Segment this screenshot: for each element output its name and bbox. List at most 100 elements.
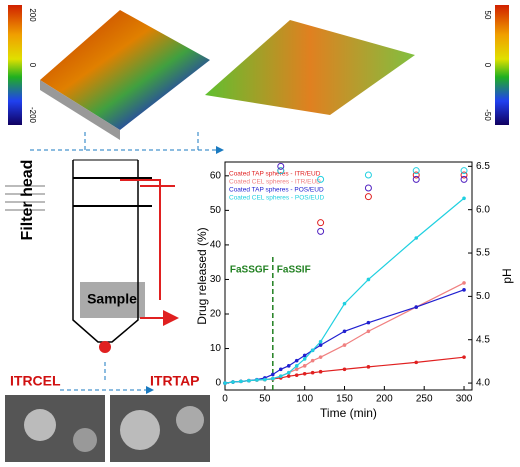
data-point <box>294 367 299 372</box>
ph-point <box>364 184 372 192</box>
colorbar-tick-label: 0 <box>483 63 492 68</box>
colorbar-tick-label: -50 <box>483 109 492 121</box>
ph-point <box>277 167 285 175</box>
data-point <box>318 343 323 347</box>
data-point <box>366 320 371 325</box>
y-tick-label: 0 <box>215 378 221 389</box>
x-tick-label: 200 <box>376 394 393 405</box>
data-point <box>414 305 419 309</box>
x-tick-label: 150 <box>336 394 353 405</box>
data-point <box>239 379 243 384</box>
y-axis-label: Drug released (%) <box>195 227 209 324</box>
ph-point <box>460 171 468 179</box>
ph-point <box>460 175 468 183</box>
y2-tick-label: 6.0 <box>476 204 490 215</box>
data-point <box>318 339 323 344</box>
y-tick-label: 60 <box>210 170 222 181</box>
y-tick-label: 10 <box>210 343 222 354</box>
data-point <box>366 277 371 282</box>
annotation: FaSSGF <box>230 265 269 276</box>
filter-label: Filter head <box>19 160 36 241</box>
x-tick-label: 250 <box>416 394 433 405</box>
image-label: ITRCEL <box>10 373 61 389</box>
data-point <box>271 372 275 377</box>
plot-frame <box>224 161 473 391</box>
data-point <box>302 371 307 376</box>
ph-point <box>412 171 420 179</box>
series-line <box>224 197 465 384</box>
image-label: ITRTAP <box>150 373 200 389</box>
data-point <box>342 367 347 372</box>
ph-point <box>364 171 372 179</box>
data-point <box>462 281 466 285</box>
y2-tick-label: 5.0 <box>476 291 490 302</box>
colorbar-tick-label: -200 <box>28 107 37 124</box>
data-point <box>462 355 466 359</box>
ph-point <box>317 219 325 227</box>
ph-point <box>317 175 325 183</box>
data-point <box>294 373 299 377</box>
y2-tick-label: 6.5 <box>476 161 490 172</box>
data-point <box>286 374 291 378</box>
data-point <box>462 196 466 201</box>
colorbar-tick-label: 200 <box>28 8 37 22</box>
legend-entry: Coated CEL spheres - ITR/EUD <box>229 179 321 186</box>
y2-tick-label: 4.5 <box>476 334 490 345</box>
colorbar-tick-label: 50 <box>483 11 492 20</box>
data-point <box>286 364 291 368</box>
x-axis-label: Time (min) <box>320 406 377 420</box>
ph-point <box>317 227 325 235</box>
y-tick-label: 20 <box>210 309 222 320</box>
y2-tick-label: 4.0 <box>476 378 490 389</box>
data-point <box>302 364 307 368</box>
data-point <box>366 365 371 369</box>
x-tick-label: 100 <box>296 394 313 405</box>
surfaces <box>8 5 509 150</box>
data-point <box>462 288 466 292</box>
y-tick-label: 40 <box>210 240 222 251</box>
y-tick-label: 30 <box>210 274 222 285</box>
data-point <box>278 367 283 372</box>
ph-point <box>364 193 372 201</box>
annotation: FaSSIF <box>277 265 311 276</box>
data-point <box>414 360 419 365</box>
y-tick-label: 50 <box>210 205 222 216</box>
data-point <box>310 358 315 363</box>
data-point <box>271 376 275 381</box>
data-point <box>310 348 315 353</box>
legend-entry: Coated CEL spheres - POS/EUD <box>229 195 324 202</box>
filter <box>5 159 210 462</box>
data-point <box>318 355 323 359</box>
y2-axis-label: pH <box>500 268 514 283</box>
data-point <box>342 301 347 306</box>
data-point <box>302 353 307 358</box>
ph-point <box>460 167 468 175</box>
legend-entry: Coated TAP spheres - POS/EUD <box>229 187 324 194</box>
data-point <box>366 329 371 334</box>
data-point <box>247 378 251 383</box>
chart: 200 0 -200 50 0 -50 0 50 100 150 200 250 300 0 10 20 30 4… <box>28 8 514 420</box>
data-point <box>278 374 283 378</box>
x-tick-label: 300 <box>456 394 473 405</box>
data-point <box>318 369 323 374</box>
x-tick-label: 0 <box>222 394 228 405</box>
ph-point <box>277 162 285 170</box>
x-tick-label: 50 <box>259 394 271 405</box>
ph-point <box>412 175 420 183</box>
data-point <box>414 236 419 240</box>
data-point <box>310 370 315 375</box>
data-point <box>342 329 347 334</box>
y2-tick-label: 5.5 <box>476 248 490 259</box>
data-point <box>302 357 307 361</box>
legend-entry: Coated TAP spheres - ITR/EUD <box>229 171 321 178</box>
data-point <box>223 381 227 385</box>
data-point <box>263 377 267 382</box>
data-point <box>342 343 347 347</box>
data-point <box>286 370 291 375</box>
data-point <box>231 380 235 384</box>
sample-label: Sample <box>87 291 137 307</box>
colorbar-tick-label: 0 <box>28 63 37 68</box>
data-point <box>255 378 259 382</box>
data-point <box>294 358 299 363</box>
